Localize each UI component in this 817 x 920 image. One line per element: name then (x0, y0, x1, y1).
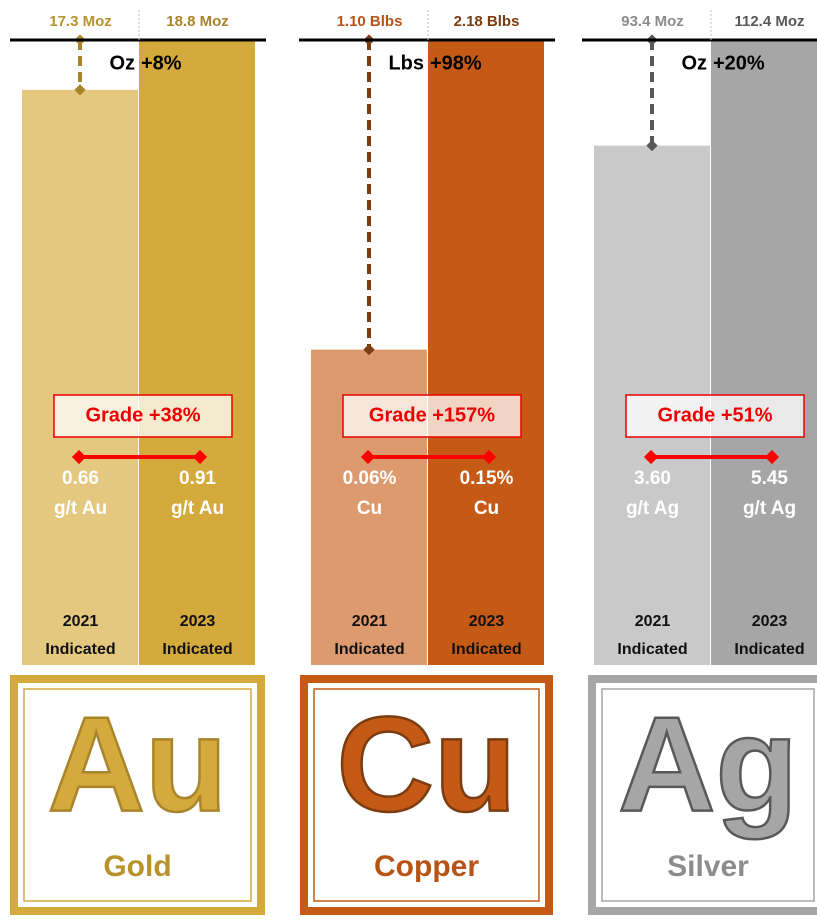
element-symbol: Cu (337, 689, 517, 840)
grade-unit: Cu (474, 498, 499, 519)
year: 2021 (63, 613, 99, 630)
diamond (360, 449, 376, 465)
value-label: 112.4 Moz (734, 13, 804, 30)
category: Indicated (45, 641, 115, 658)
diamond (192, 449, 208, 465)
year: 2023 (469, 613, 505, 630)
grade-change: Grade +157% (369, 404, 495, 426)
diamond (481, 449, 497, 465)
grade: 0.91 (179, 468, 216, 489)
category: Indicated (451, 641, 521, 658)
change: +8% (141, 52, 182, 74)
grade-unit: g/t Ag (626, 498, 679, 519)
value-label: 2.18 Blbs (454, 13, 520, 30)
year: 2021 (352, 613, 388, 630)
change-unit: Oz (681, 52, 707, 74)
value-label: 17.3 Moz (49, 13, 112, 30)
change-unit: Oz (109, 52, 135, 74)
year: 2023 (180, 613, 216, 630)
change: +98% (430, 52, 482, 74)
diamond (363, 343, 375, 356)
value-label: 93.4 Moz (621, 13, 684, 30)
element-box (300, 675, 553, 915)
grade-box (342, 394, 522, 438)
bar (139, 40, 255, 665)
grade-unit: g/t Au (171, 498, 224, 519)
grade-change: Grade +51% (657, 404, 772, 426)
element-box (588, 675, 817, 915)
element-symbol: Au (48, 689, 228, 840)
element-inner (23, 688, 252, 902)
year: 2023 (752, 613, 788, 630)
diamond (643, 449, 659, 465)
grade-change: Grade +38% (85, 404, 200, 426)
grade: 0.06% (343, 468, 397, 489)
diamond (764, 449, 780, 465)
diamond (71, 449, 87, 465)
bar (428, 40, 544, 665)
grade: 0.15% (460, 468, 514, 489)
value-label: 18.8 Moz (166, 13, 229, 30)
bar (711, 40, 817, 665)
element-box (10, 675, 265, 915)
year: 2021 (635, 613, 671, 630)
element-inner (601, 688, 815, 902)
grade-unit: Cu (357, 498, 382, 519)
element-name: Copper (374, 850, 479, 883)
element-name: Gold (103, 850, 171, 883)
bar (22, 89, 138, 666)
value-label: 1.10 Blbs (337, 13, 403, 30)
grade-unit: g/t Au (54, 498, 107, 519)
category: Indicated (617, 641, 687, 658)
change: +20% (713, 52, 765, 74)
grade: 0.66 (62, 468, 99, 489)
grade-box (53, 394, 233, 438)
grade-unit: g/t Ag (743, 498, 796, 519)
grade: 3.60 (634, 468, 671, 489)
grade-box (625, 394, 805, 438)
element-symbol: Ag (618, 689, 798, 840)
element-inner (313, 688, 540, 902)
diamond (646, 139, 658, 152)
category: Indicated (734, 641, 804, 658)
element-name: Silver (667, 850, 749, 883)
category: Indicated (162, 641, 232, 658)
change-unit: Lbs (388, 52, 424, 74)
category: Indicated (334, 641, 404, 658)
grade: 5.45 (751, 468, 788, 489)
